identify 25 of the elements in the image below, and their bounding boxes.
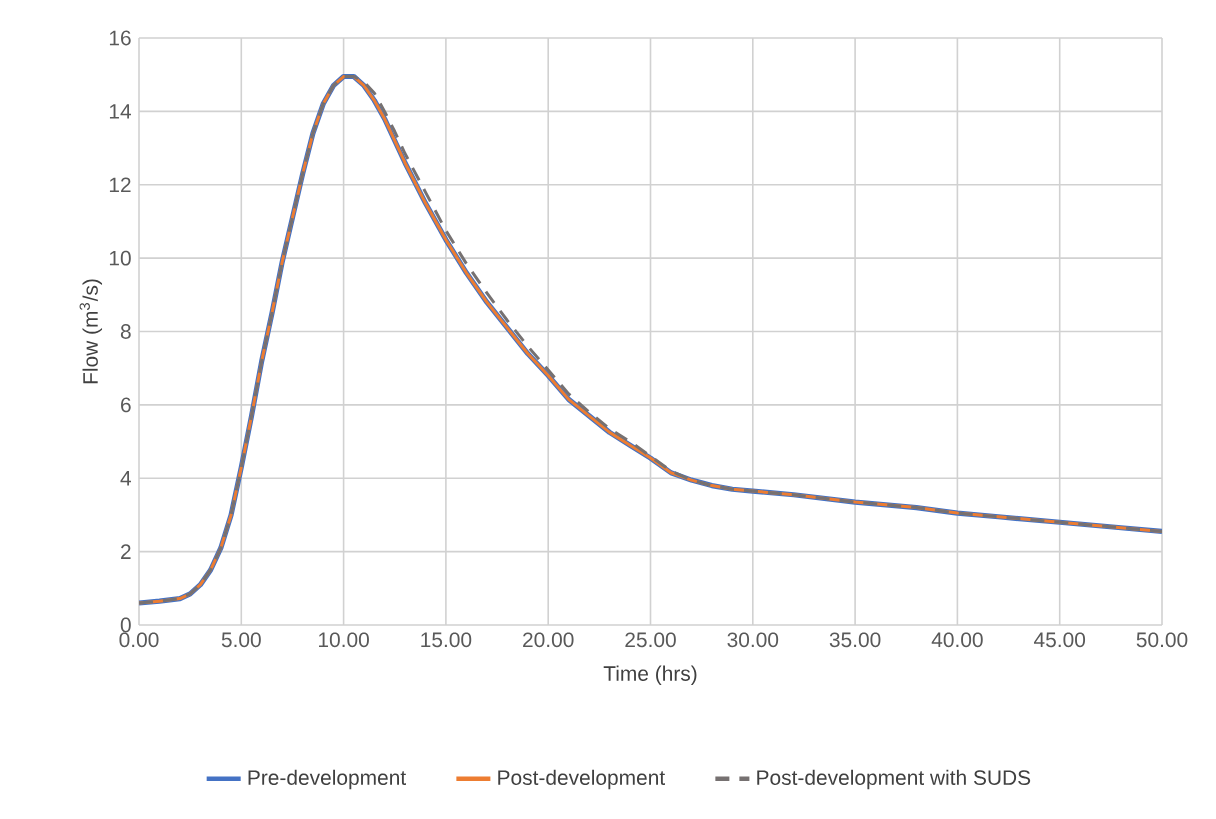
x-tick-label: 15.00 [421, 632, 472, 648]
x-tick-label: 45.00 [1033, 632, 1086, 648]
y-tick-label: 12 [109, 177, 131, 193]
x-tick-label: 10.00 [319, 632, 369, 648]
x-tick-label: 35.00 [829, 632, 881, 648]
y-tick-label: 0 [120, 617, 131, 633]
x-axis-title: Time (hrs) [603, 665, 697, 686]
x-tick-label: 50.00 [1136, 632, 1188, 648]
x-tick-label: 0.00 [119, 632, 159, 648]
legend-label: Pre-development [248, 769, 407, 790]
y-tick-label: 16 [109, 30, 131, 46]
y-tick-label: 14 [109, 104, 131, 119]
y-tick-label: 8 [120, 324, 131, 339]
y-axis-title: Flow (m$^{3}$/s) [79, 279, 103, 384]
legend-label: Post-development with SUDS [757, 769, 1031, 790]
x-tick-label: 30.00 [727, 632, 779, 648]
x-tick-label: 40.00 [931, 632, 983, 648]
y-tick-label: 10 [109, 250, 131, 266]
y-tick-label: 2 [121, 544, 131, 559]
legend-label: Post-development [498, 769, 666, 790]
x-tick-label: 5.00 [221, 632, 261, 648]
y-tick-label: 4 [120, 471, 131, 486]
x-tick-label: 20.00 [523, 632, 574, 648]
y-tick-label: 6 [121, 397, 131, 413]
x-tick-label: 25.00 [625, 632, 676, 648]
